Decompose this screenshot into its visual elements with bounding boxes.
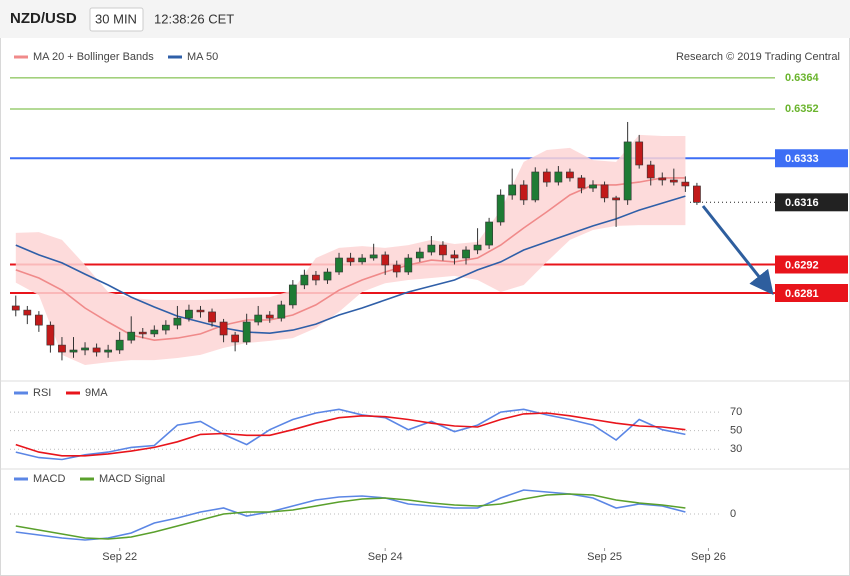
candle-body	[138, 331, 147, 335]
pair: NZD/USD	[10, 10, 77, 27]
candle-body	[496, 194, 505, 223]
candle-body	[231, 334, 240, 343]
level-label: 0.6281	[785, 288, 819, 300]
candle-body	[681, 181, 690, 187]
interval: 30 MIN	[95, 11, 137, 26]
legend-label: RSI	[33, 387, 51, 399]
level-box	[775, 284, 848, 303]
candle-body	[612, 197, 620, 201]
y-tick-label: 70	[730, 406, 742, 418]
legend-label: MACD Signal	[99, 473, 165, 485]
interval-box	[89, 7, 144, 32]
y-tick-label: 0	[730, 508, 736, 520]
candle-body	[600, 184, 609, 199]
level-label: 0.6352	[785, 103, 819, 115]
legend-label: MA 50	[187, 51, 218, 63]
series-line	[15, 412, 686, 457]
candle-body	[566, 171, 574, 179]
candle-body	[404, 257, 413, 273]
candle-body	[669, 179, 678, 183]
candle-body	[219, 321, 228, 336]
level-box	[775, 255, 848, 274]
legend-label: 9MA	[85, 387, 108, 399]
level-label: 0.6316	[785, 197, 819, 209]
candle-body	[208, 311, 216, 323]
plot-layer: MA 20 + Bollinger Bands MA 50 Research © 2…	[10, 51, 848, 563]
candle-body	[46, 324, 55, 346]
candle-body	[635, 141, 644, 166]
candle-body	[519, 184, 528, 201]
candle-body	[242, 321, 251, 343]
candle-body	[450, 254, 459, 259]
bollinger-band	[15, 134, 686, 365]
candle-body	[150, 329, 159, 335]
candle-body	[508, 184, 517, 196]
candle-body	[554, 171, 563, 183]
candle-body	[346, 257, 355, 263]
level-box	[775, 149, 848, 168]
candle-body	[288, 284, 297, 306]
candle-body	[462, 249, 470, 259]
candle-body	[589, 184, 597, 189]
y-tick-label: 50	[730, 425, 742, 437]
candle-body	[335, 257, 343, 273]
x-tick-label: Sep 26	[691, 551, 726, 563]
time: 12:38:26 CET	[154, 11, 234, 26]
level-label: 0.6364	[785, 72, 820, 84]
candle-body	[185, 309, 193, 319]
candle-body	[646, 164, 655, 179]
candle-body	[92, 347, 101, 353]
candle-body	[11, 305, 20, 311]
candle-body	[369, 254, 378, 259]
candle-body	[427, 244, 436, 253]
candle-body	[392, 264, 401, 273]
candle-body	[658, 177, 667, 181]
candle-body	[439, 244, 447, 256]
candle-body	[69, 349, 78, 353]
legend-label: MA 20 + Bollinger Bands	[33, 51, 154, 63]
candle-body	[34, 314, 43, 326]
y-tick-label: 30	[730, 443, 742, 455]
candle-body	[265, 314, 274, 319]
candle-body	[577, 177, 586, 189]
candle-body	[277, 304, 286, 319]
candle-body	[415, 251, 424, 259]
candle-body	[323, 271, 332, 281]
candle-body	[693, 185, 701, 203]
candle-body	[58, 344, 66, 353]
candle-body	[300, 274, 309, 286]
x-tick-label: Sep 22	[102, 551, 137, 563]
candle-body	[196, 309, 205, 313]
candle-body	[473, 244, 482, 251]
credit: Research © 2019 Trading Central	[676, 51, 840, 63]
candle-body	[381, 254, 390, 266]
legend-label: MACD	[33, 473, 65, 485]
forecast-arrow	[701, 205, 774, 296]
candle-body	[623, 141, 632, 201]
series-line	[15, 493, 686, 540]
candle-body	[127, 331, 136, 341]
candle-body	[485, 221, 493, 246]
level-box	[775, 193, 848, 212]
candle-body	[531, 171, 540, 201]
series-line	[15, 195, 686, 335]
candle-body	[161, 324, 170, 331]
candle-body	[81, 347, 89, 351]
candle-body	[542, 171, 551, 183]
candle-body	[104, 349, 113, 353]
candle-body	[254, 314, 263, 323]
x-tick-label: Sep 24	[368, 551, 403, 563]
series-line	[15, 408, 686, 461]
candle-body	[173, 317, 182, 326]
candle-body	[358, 257, 366, 263]
candle-body	[115, 339, 124, 351]
candle-body	[312, 274, 320, 281]
level-label: 0.6333	[785, 153, 819, 165]
level-label: 0.6292	[785, 259, 819, 271]
x-tick-label: Sep 25	[587, 551, 622, 563]
candle-body	[23, 309, 32, 316]
